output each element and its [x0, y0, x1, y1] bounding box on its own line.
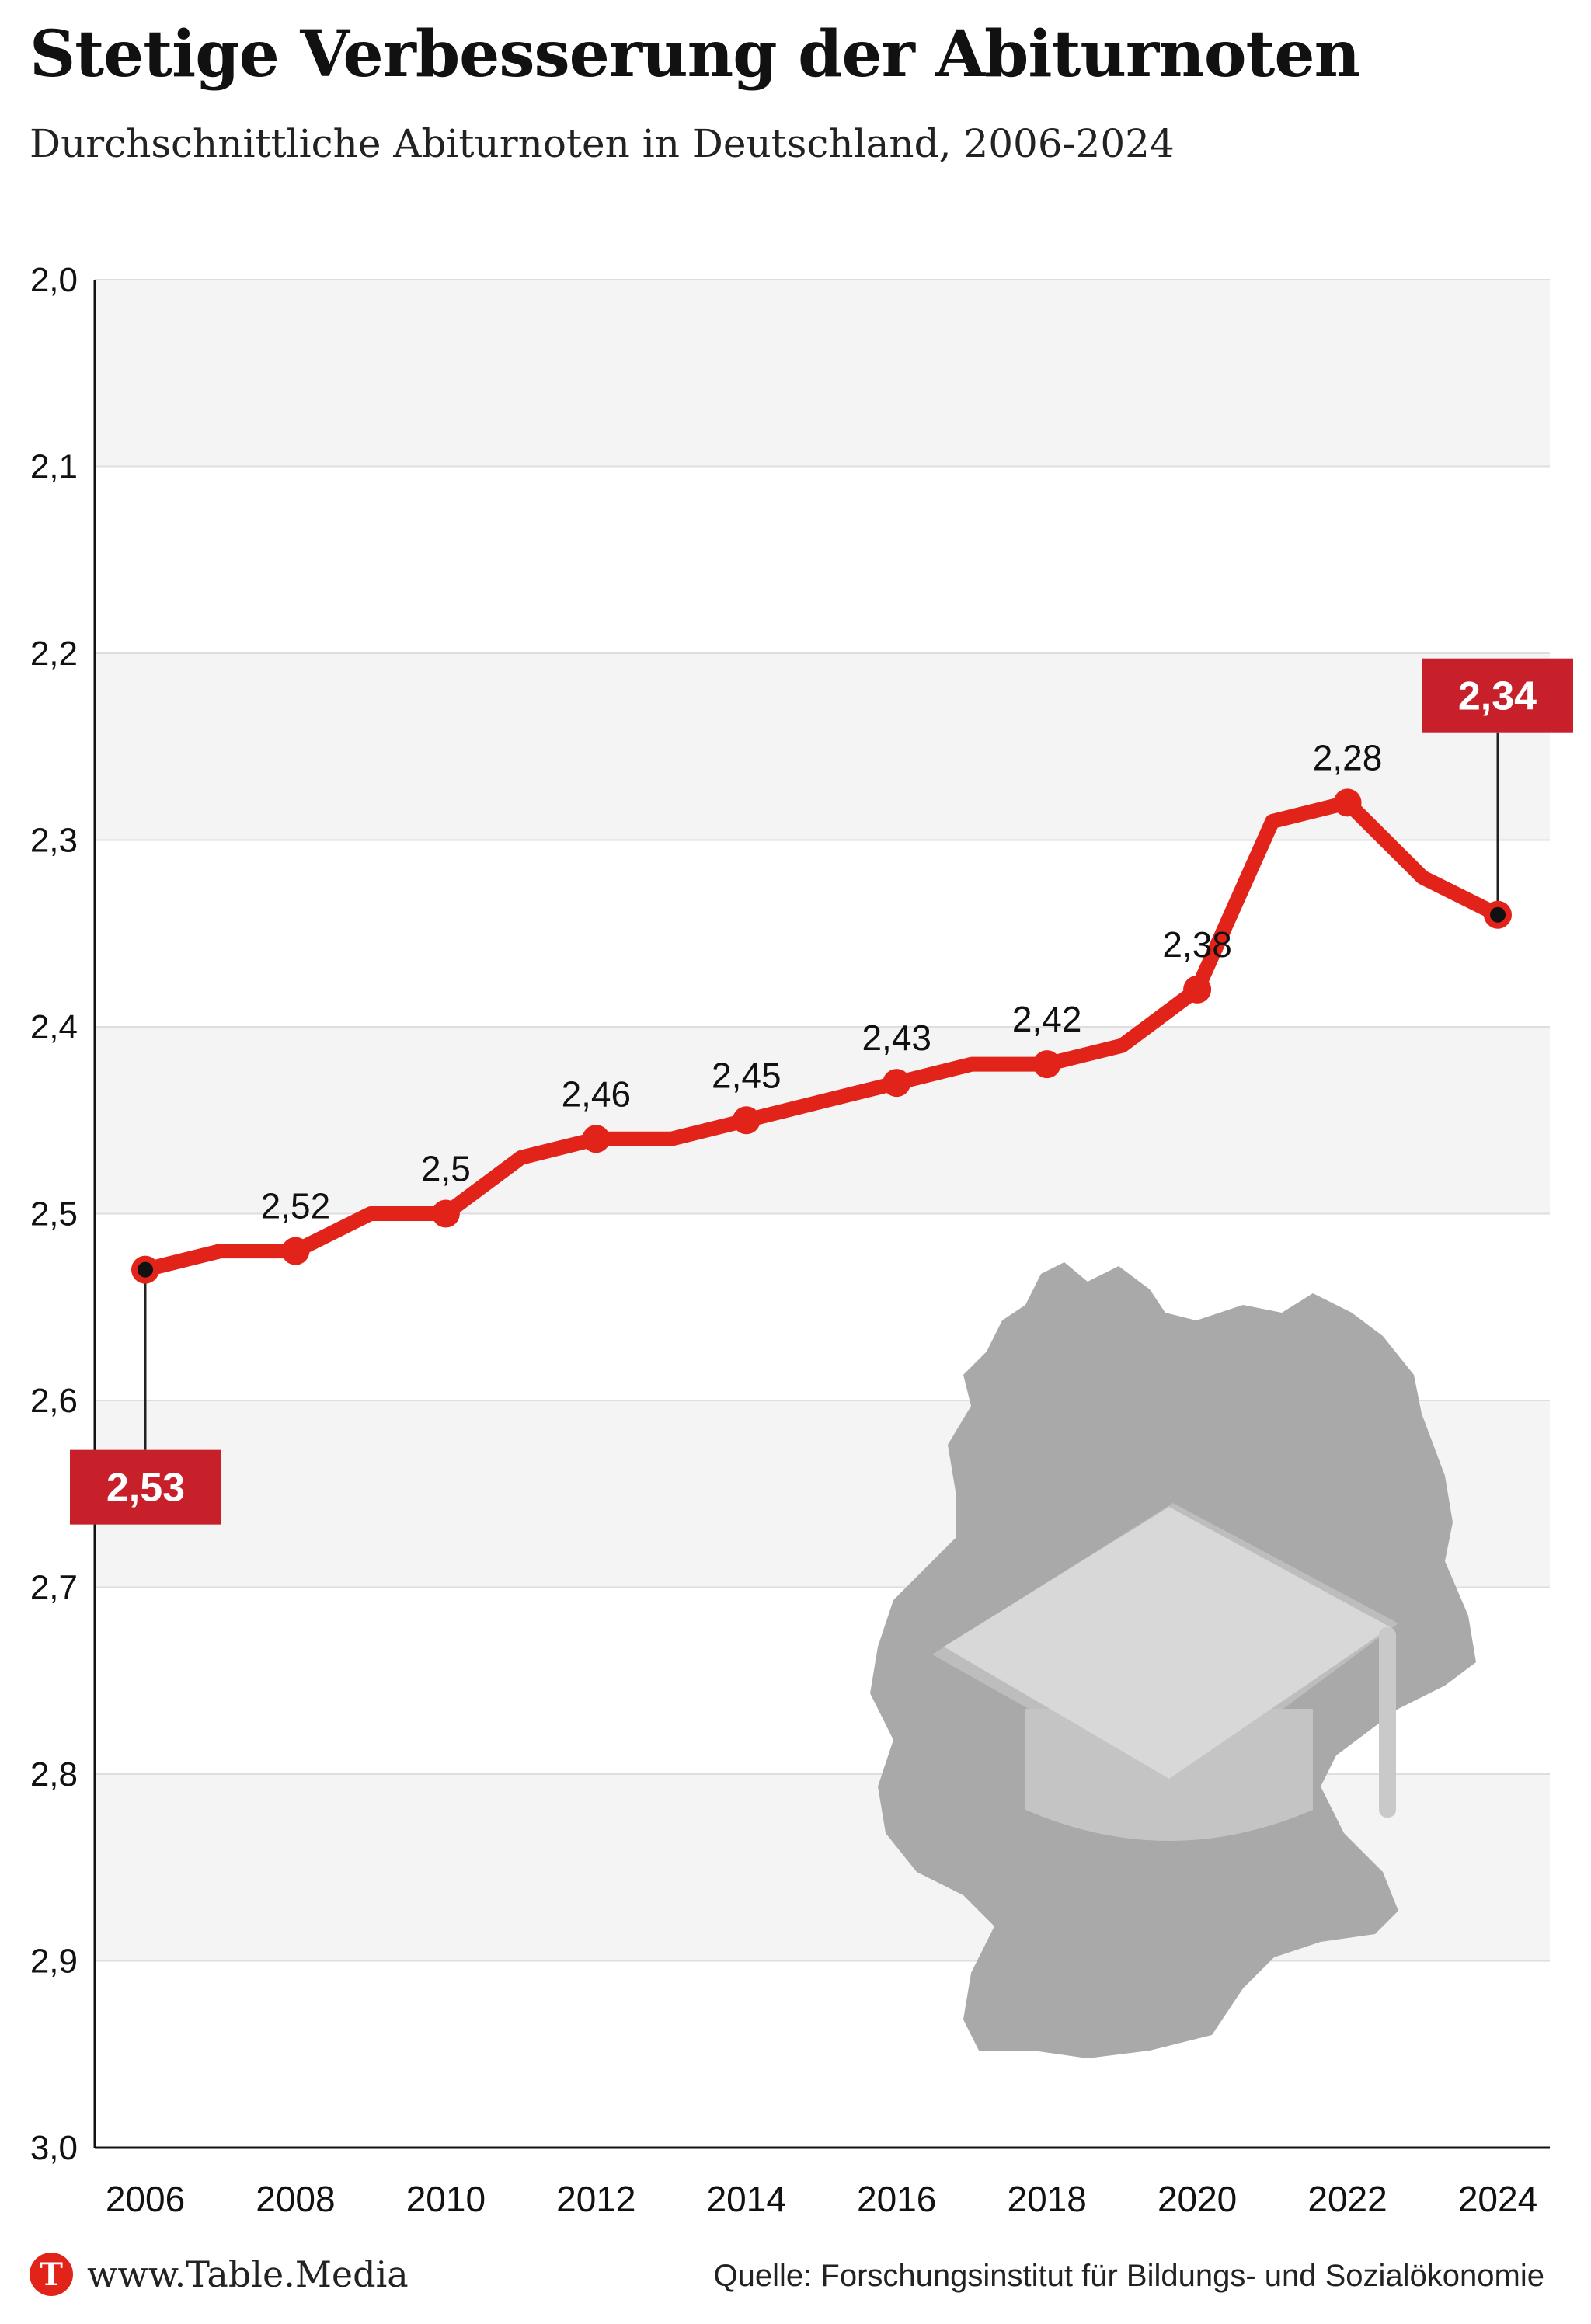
x-tick-label: 2008: [256, 2179, 335, 2219]
table-media-logo: T www.Table.Media: [30, 2253, 409, 2296]
y-tick-label: 2,3: [30, 822, 78, 860]
series-line: [138, 795, 1506, 1278]
data-point-center: [1490, 906, 1506, 923]
callout-label: 2,34: [1458, 674, 1537, 719]
logo-mark-icon: T: [30, 2253, 73, 2296]
data-point: [1333, 788, 1362, 817]
x-tick-label: 2020: [1158, 2179, 1237, 2219]
data-label: 2,5: [421, 1149, 471, 1189]
logo-text: www.Table.Media: [87, 2253, 409, 2295]
x-tick-label: 2024: [1458, 2179, 1537, 2219]
germany-map-icon: [870, 1262, 1476, 2058]
data-point-center: [138, 1261, 153, 1278]
data-point: [582, 1125, 611, 1153]
callout-leaders: [144, 732, 1499, 1450]
y-tick-label: 2,5: [30, 1195, 78, 1233]
data-label: 2,43: [862, 1018, 931, 1058]
data-point: [1183, 975, 1212, 1004]
data-label: 2,45: [712, 1055, 782, 1095]
y-tick-labels: 2,0 2,1 2,2 2,3 2,4 2,5 2,6 2,7 2,8 2,9 3,0: [30, 261, 78, 2167]
y-tick-label: 3,0: [30, 2129, 78, 2167]
data-label: 2,46: [562, 1073, 632, 1114]
x-tick-label: 2006: [106, 2179, 185, 2219]
y-tick-label: 2,6: [30, 1382, 78, 1420]
data-label: 2,38: [1162, 924, 1232, 965]
y-tick-label: 2,8: [30, 1755, 78, 1793]
y-tick-label: 2,7: [30, 1569, 78, 1607]
background-band: [95, 280, 1550, 467]
background-band: [95, 1027, 1550, 1214]
data-labels: 2,52 2,5 2,46 2,45 2,43 2,42 2,38 2,28: [261, 737, 1383, 1226]
line-chart: 2,02,12,22,32,42,52,62,72,82,93,0 2006 20…: [30, 261, 1573, 2219]
x-tick-label: 2010: [406, 2179, 486, 2219]
callout-box: [1422, 658, 1573, 733]
callouts: 2,53 2,34: [70, 658, 1573, 1525]
data-point: [431, 1199, 460, 1228]
data-point: [281, 1237, 310, 1265]
data-point: [1032, 1050, 1061, 1079]
y-tick-label: 2,4: [30, 1008, 78, 1046]
data-label: 2,52: [261, 1186, 331, 1226]
source-note: Quelle: Forschungsinstitut für Bildungs-…: [713, 2259, 1544, 2293]
data-points: [281, 788, 1362, 1265]
x-tick-label: 2018: [1007, 2179, 1086, 2219]
y-tick-label: 2,1: [30, 448, 78, 486]
y-tick-label: 2,9: [30, 1943, 78, 1981]
x-tick-label: 2016: [857, 2179, 936, 2219]
data-point: [732, 1106, 761, 1135]
chart-title: Stetige Verbesserung der Abiturnoten: [30, 17, 1360, 92]
data-label: 2,42: [1012, 999, 1082, 1039]
y-tick-label: 2,2: [30, 635, 78, 673]
data-point: [883, 1069, 911, 1098]
chart-subtitle: Durchschnittliche Abiturnoten in Deutsch…: [30, 121, 1175, 166]
x-tick-label: 2022: [1307, 2179, 1387, 2219]
data-label: 2,28: [1313, 737, 1383, 778]
x-tick-label: 2012: [556, 2179, 635, 2219]
callout-label: 2,53: [106, 1466, 185, 1511]
x-tick-label: 2014: [707, 2179, 786, 2219]
callout-box: [70, 1449, 221, 1525]
y-tick-label: 2,0: [30, 261, 78, 299]
x-tick-labels: 2006 2008 2010 2012 2014 2016 2018 2020 2022 2024: [106, 2179, 1537, 2219]
